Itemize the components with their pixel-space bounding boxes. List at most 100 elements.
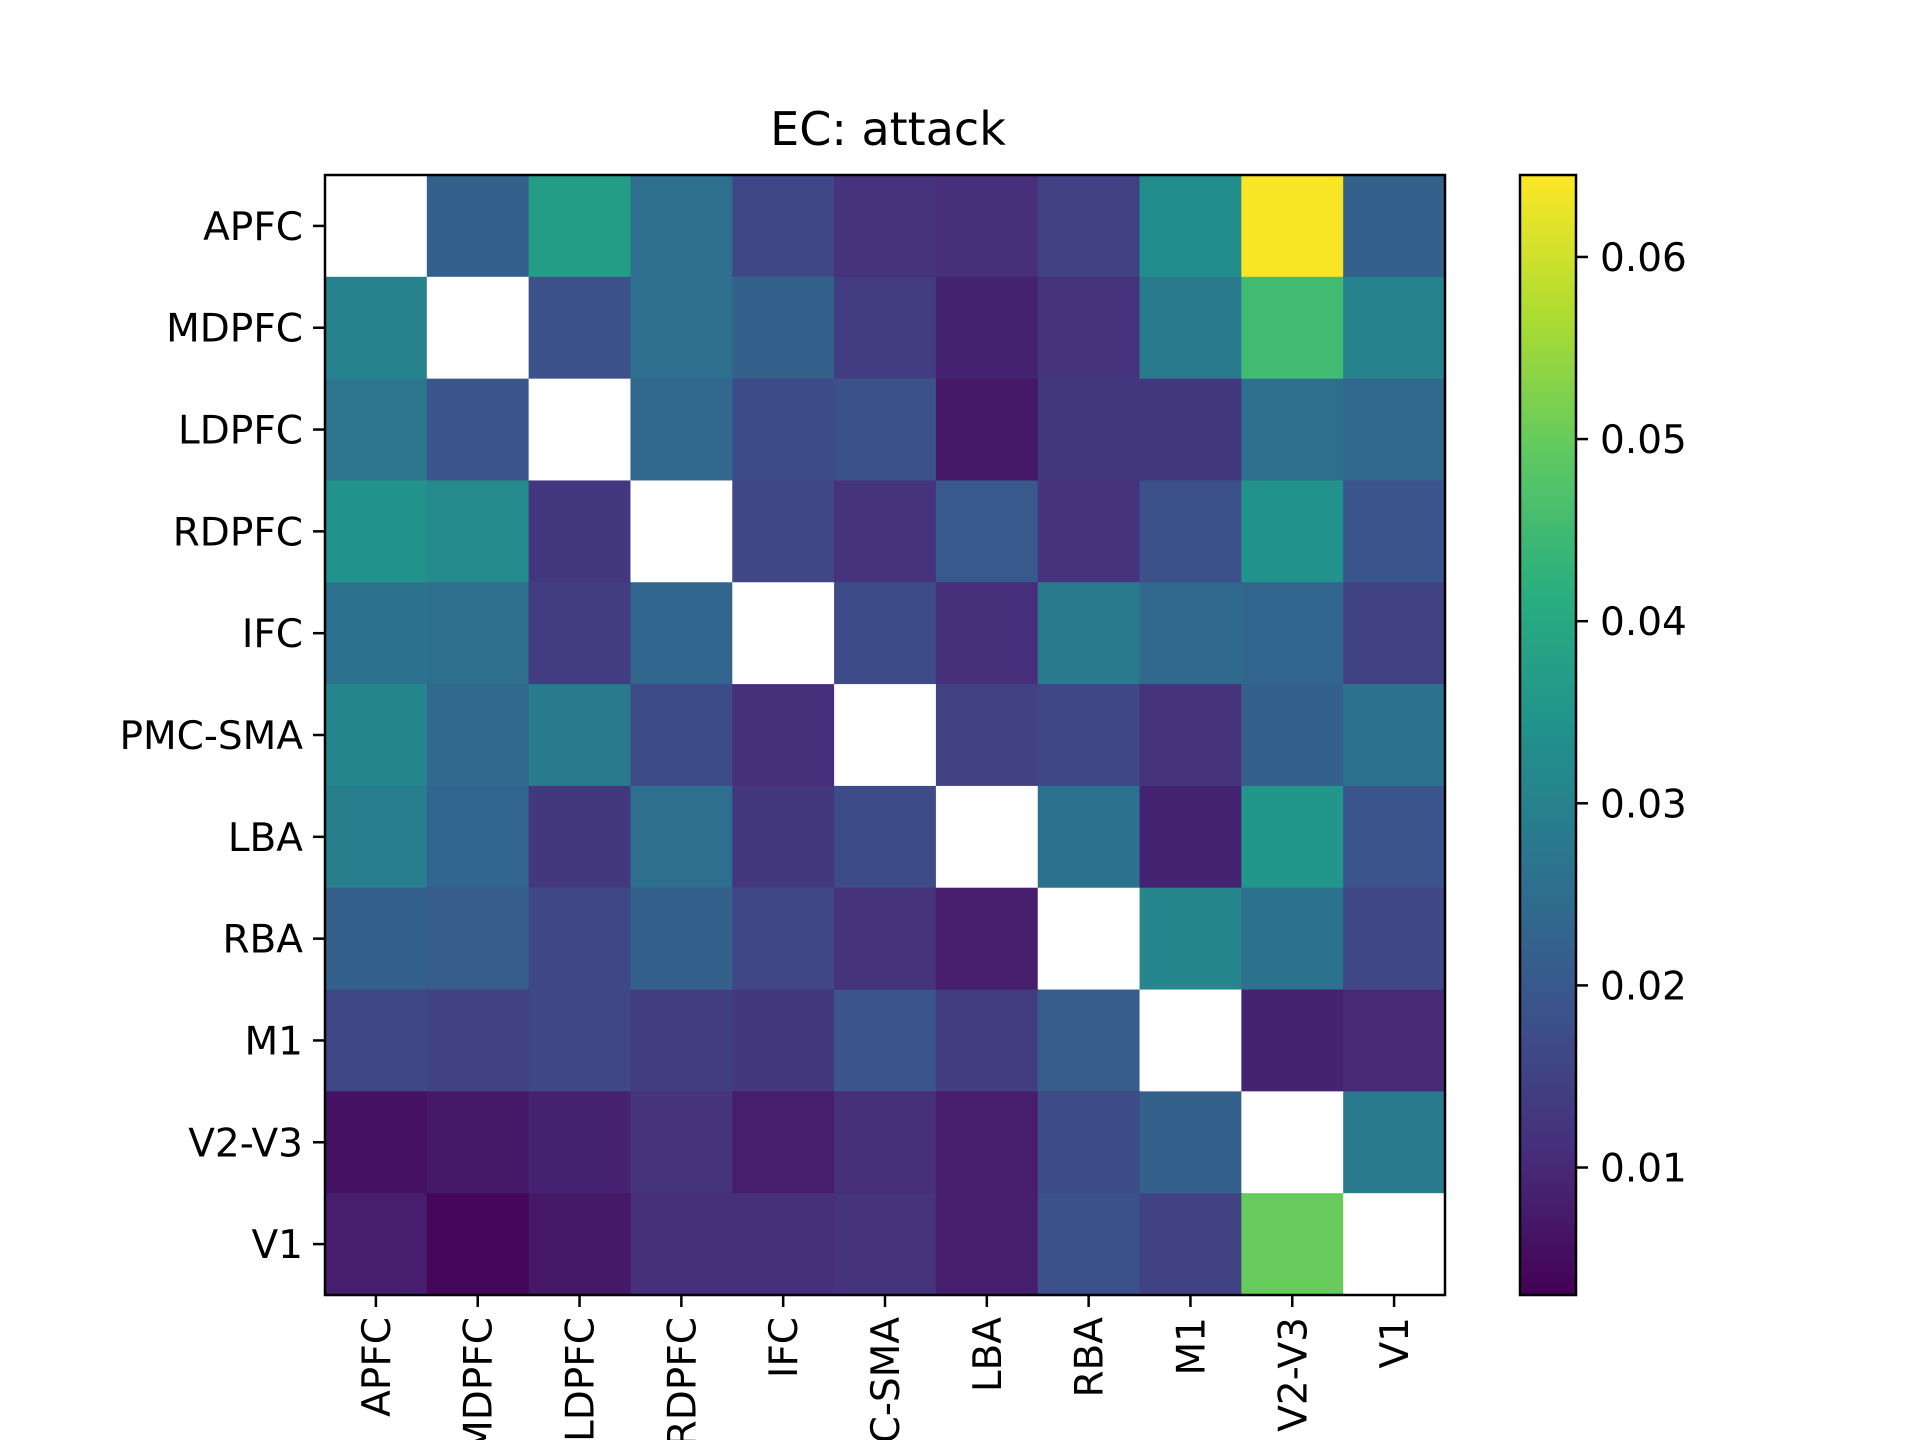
heatmap-cell [325, 989, 428, 1092]
heatmap-cell [1037, 1193, 1141, 1296]
heatmap-cell [1139, 276, 1242, 380]
heatmap-cell [732, 582, 835, 685]
heatmap-cell [528, 785, 632, 889]
colorbar-tick-label: 0.05 [1600, 418, 1687, 463]
heatmap-cell [630, 1091, 733, 1194]
heatmap-cell [1343, 989, 1446, 1092]
heatmap-cell [1139, 887, 1242, 991]
x-tick-label: LDPFC [559, 1317, 604, 1440]
colorbar-tick-label: 0.06 [1600, 236, 1687, 281]
heatmap-cell [1241, 480, 1344, 583]
heatmap-cell [630, 1193, 733, 1296]
y-axis: APFC MDPFC LDPFC RDPFC IFC PMC-SMA LBA RBA M1 V2-… [119, 205, 325, 1268]
x-tick-label: C-SMA [864, 1317, 909, 1440]
heatmap-cell [1241, 684, 1344, 787]
heatmap-cell [1037, 480, 1141, 583]
heatmap-cell [732, 276, 835, 380]
x-tick-label: LBA [966, 1317, 1011, 1392]
heatmap-cell [1241, 1091, 1344, 1194]
heatmap-cell [1139, 989, 1242, 1092]
y-tick-label: V1 [252, 1223, 304, 1268]
heatmap-cell [426, 1193, 530, 1296]
y-tick-label: M1 [245, 1019, 303, 1064]
y-tick-label: V2-V3 [188, 1121, 303, 1166]
heatmap-cell [1241, 1193, 1344, 1296]
heatmap-cell [1343, 175, 1446, 278]
heatmap-cell [1241, 378, 1344, 482]
heatmap-cell [1241, 582, 1344, 685]
heatmap-cell [325, 684, 428, 787]
heatmap-cell [1241, 887, 1344, 991]
heatmap-cell [935, 887, 1039, 991]
heatmap-cell [935, 1091, 1039, 1194]
x-tick-label: APFC [355, 1317, 400, 1417]
heatmap-cell [630, 582, 733, 685]
heatmap-cell [528, 480, 632, 583]
heatmap-cell [1139, 582, 1242, 685]
x-tick-label: RDPFC [660, 1317, 705, 1440]
heatmap-cell [834, 989, 937, 1092]
heatmap-cell [630, 989, 733, 1092]
heatmap-cell [834, 378, 937, 482]
heatmap-cell [732, 378, 835, 482]
heatmap-cell [935, 276, 1039, 380]
heatmap-cell [834, 175, 937, 278]
y-tick-label: MDPFC [166, 307, 303, 352]
heatmap-cell [732, 684, 835, 787]
heatmap-cell [1343, 582, 1446, 685]
heatmap-cell [325, 378, 428, 482]
heatmap-cell [528, 1091, 632, 1194]
heatmap-cell [732, 1193, 835, 1296]
heatmap-cell [834, 480, 937, 583]
heatmap-cell [1037, 785, 1141, 889]
heatmap-cell [1343, 480, 1446, 583]
heatmap-cell [325, 1091, 428, 1194]
heatmap-cell [834, 276, 937, 380]
y-tick-label: APFC [203, 205, 303, 250]
heatmap-cell [426, 582, 530, 685]
heatmap-cell [630, 480, 733, 583]
y-tick-label: IFC [242, 612, 303, 657]
heatmap-cell [528, 175, 632, 278]
heatmap-cell [1343, 887, 1446, 991]
x-tick-label: IFC [762, 1317, 807, 1378]
x-tick-label: M1 [1169, 1317, 1214, 1375]
heatmap-cell [935, 175, 1039, 278]
heatmap-cell [1343, 1091, 1446, 1194]
heatmap-cell [834, 887, 937, 991]
heatmap-cell [325, 1193, 428, 1296]
heatmap-cell [1139, 378, 1242, 482]
heatmap-cell [426, 175, 530, 278]
y-tick-label: PMC-SMA [119, 714, 303, 759]
heatmap-cell [426, 378, 530, 482]
heatmap-cell [1037, 1091, 1141, 1194]
heatmap-cell [630, 378, 733, 482]
x-axis: APFC MDPFC LDPFC RDPFC IFC C-SMA LBA RBA M1 V2-V3… [355, 1295, 1418, 1440]
heatmap-cell [426, 887, 530, 991]
heatmap-cell [834, 785, 937, 889]
colorbar-tick-label: 0.02 [1600, 964, 1687, 1009]
heatmap-cell [1241, 989, 1344, 1092]
heatmap-cell [426, 989, 530, 1092]
heatmap-cell [935, 989, 1039, 1092]
heatmap-cell [834, 1193, 937, 1296]
heatmap-cell [732, 175, 835, 278]
x-tick-label: MDPFC [457, 1317, 502, 1440]
x-tick-label: V2-V3 [1271, 1317, 1316, 1432]
heatmap-cell [426, 785, 530, 889]
heatmap-cell [1139, 684, 1242, 787]
heatmap-cell [630, 887, 733, 991]
heatmap-cell [1343, 1193, 1446, 1296]
heatmap-cell [325, 887, 428, 991]
heatmap-cell [528, 887, 632, 991]
heatmap-cell [630, 785, 733, 889]
heatmap-cell [1241, 276, 1344, 380]
heatmap-cell [1037, 582, 1141, 685]
colorbar-tick-label: 0.04 [1600, 600, 1687, 645]
heatmap-cell [1037, 276, 1141, 380]
heatmap-cell [732, 785, 835, 889]
heatmap-cell [935, 1193, 1039, 1296]
heatmap-cell [426, 276, 530, 380]
heatmap-cell [935, 480, 1039, 583]
heatmap-cells [325, 175, 1446, 1296]
